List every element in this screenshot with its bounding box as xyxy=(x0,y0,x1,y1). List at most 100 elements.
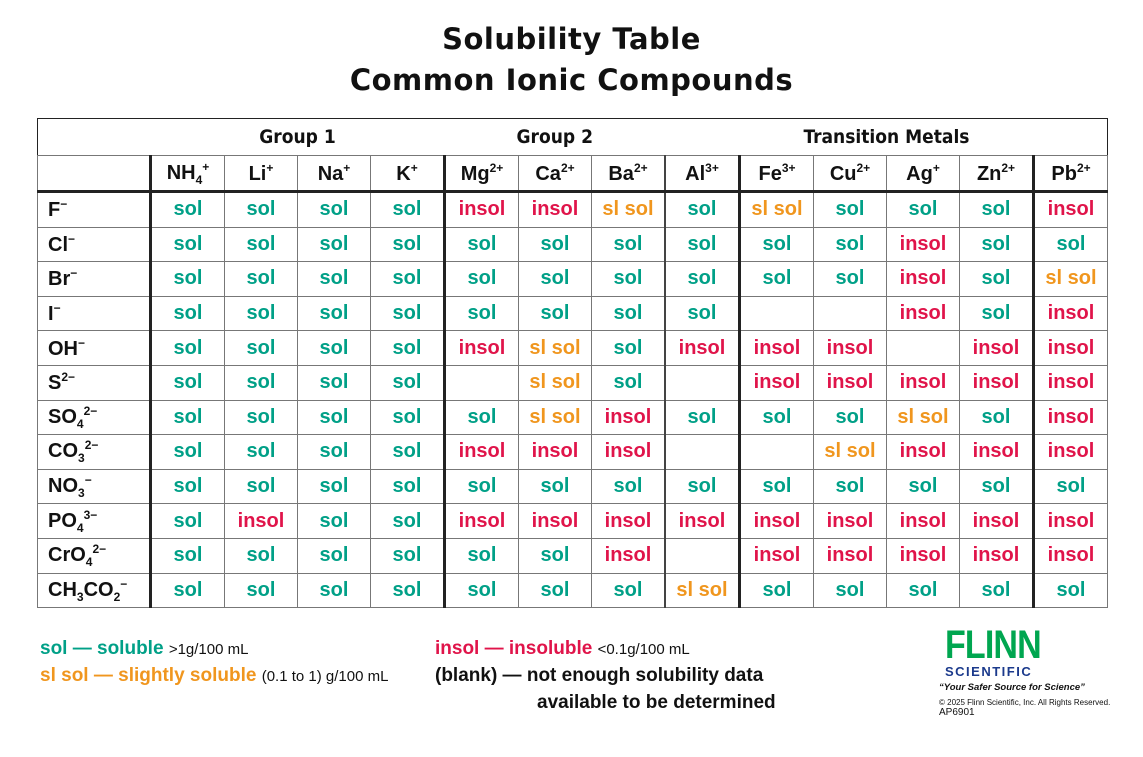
solubility-cell: sol xyxy=(591,330,666,366)
solubility-cell: sol xyxy=(370,503,445,539)
solubility-cell: sol xyxy=(959,468,1034,505)
solubility-cell: sol xyxy=(738,468,814,505)
anion-label: SO42− xyxy=(37,399,151,436)
solubility-cell: insol xyxy=(591,537,666,574)
solubility-cell: sol xyxy=(518,226,592,263)
solubility-cell: sol xyxy=(297,295,371,332)
solubility-cell: sl sol xyxy=(518,399,592,436)
anion-label: CH3CO2− xyxy=(37,572,151,609)
solubility-cell: insol xyxy=(813,537,887,574)
anion-label: S2− xyxy=(37,364,151,401)
cation-header: Al3+ xyxy=(664,155,740,193)
solubility-cell: sol xyxy=(149,191,225,228)
solubility-cell: sol xyxy=(664,468,740,505)
solubility-cell: sol xyxy=(297,191,371,228)
solubility-cell: sol xyxy=(443,295,519,332)
solubility-cell: sol xyxy=(297,537,371,574)
solubility-cell: sol xyxy=(370,295,445,332)
solubility-cell: sol xyxy=(591,261,666,297)
solubility-cell: insol xyxy=(443,434,519,470)
group-header: Group 2 xyxy=(516,126,593,148)
solubility-cell: sol xyxy=(664,191,740,228)
solubility-cell: sl sol xyxy=(813,434,887,470)
solubility-cell: sol xyxy=(224,537,298,574)
solubility-cell: sol xyxy=(518,261,592,297)
solubility-cell: sol xyxy=(149,468,225,505)
solubility-cell: sol xyxy=(738,261,814,297)
table-row: Cl− sol sol sol sol sol sol sol sol sol sol insol so… xyxy=(37,226,1108,263)
solubility-cell: sol xyxy=(664,295,740,332)
solubility-cell: insol xyxy=(886,295,960,332)
solubility-cell: sol xyxy=(149,261,225,297)
page-subtitle: Common Ionic Compounds xyxy=(349,63,794,97)
solubility-cell: sol xyxy=(297,364,371,401)
solubility-cell: sol xyxy=(224,468,298,505)
cation-header: Zn2+ xyxy=(959,155,1034,193)
solubility-cell: sol xyxy=(959,261,1034,297)
cation-header: Fe3+ xyxy=(738,155,814,193)
solubility-cell: insol xyxy=(1032,330,1108,366)
solubility-cell: insol xyxy=(886,503,960,539)
solubility-cell: sol xyxy=(149,226,225,263)
solubility-cell: sol xyxy=(297,261,371,297)
solubility-cell: insol xyxy=(738,330,814,366)
solubility-cell: insol xyxy=(591,503,666,539)
solubility-cell: sol xyxy=(224,261,298,297)
solubility-cell: sol xyxy=(149,330,225,366)
solubility-cell: insol xyxy=(664,330,740,366)
solubility-cell: sol xyxy=(813,261,887,297)
table-row: CH3CO2− sol sol sol sol sol sol sol sl sol sol sol… xyxy=(37,572,1108,609)
solubility-cell: sol xyxy=(443,399,519,436)
anion-label: I− xyxy=(37,295,151,332)
solubility-cell: sol xyxy=(886,468,960,505)
solubility-cell: insol xyxy=(1032,537,1108,574)
solubility-cell: insol xyxy=(443,191,519,228)
legend-blank: (blank) — not enough solubility data xyxy=(435,665,764,686)
solubility-cell: insol xyxy=(959,503,1034,539)
anion-label: Cl− xyxy=(37,226,151,263)
solubility-cell: sol xyxy=(370,537,445,574)
solubility-cell: sol xyxy=(297,226,371,263)
solubility-cell: sol xyxy=(370,191,445,228)
solubility-cell: sol xyxy=(224,330,298,366)
solubility-cell: insol xyxy=(224,503,298,539)
solubility-cell: sol xyxy=(813,226,887,263)
solubility-cell: sol xyxy=(813,399,887,436)
solubility-cell: insol xyxy=(1032,295,1108,332)
anion-label: CrO42− xyxy=(37,537,151,574)
solubility-cell: sol xyxy=(149,364,225,401)
solubility-cell: sol xyxy=(149,537,225,574)
solubility-cell: sol xyxy=(591,364,666,401)
solubility-cell xyxy=(443,364,519,401)
solubility-cell: sol xyxy=(886,191,960,228)
solubility-cell: sol xyxy=(224,295,298,332)
solubility-cell: insol xyxy=(813,364,887,401)
cation-header: K+ xyxy=(370,155,445,193)
solubility-cell: sol xyxy=(443,261,519,297)
solubility-cell: sol xyxy=(370,572,445,609)
group-header-row: Group 1 Group 2 Transition Metals xyxy=(38,119,1108,156)
solubility-cell: insol xyxy=(959,434,1034,470)
solubility-cell: insol xyxy=(1032,399,1108,436)
solubility-cell: sol xyxy=(370,261,445,297)
solubility-cell: sol xyxy=(959,572,1034,609)
cation-header-row: NH4+ Li+ Na+ K+ Mg2+ Ca2+ Ba2+ Al3+ Fe3+ Cu2+ Ag+ Z… xyxy=(37,155,1108,193)
solubility-cell: insol xyxy=(886,261,960,297)
solubility-cell: sol xyxy=(297,572,371,609)
solubility-cell: sol xyxy=(1032,226,1108,263)
solubility-cell: insol xyxy=(959,537,1034,574)
page-title: Solubility Table xyxy=(442,22,701,56)
solubility-cell: sol xyxy=(297,399,371,436)
solubility-cell: sol xyxy=(149,503,225,539)
table-row: F− sol sol sol sol insol insol sl sol sol sl sol s… xyxy=(37,191,1108,228)
anion-label: OH− xyxy=(37,330,151,366)
solubility-cell: sol xyxy=(959,191,1034,228)
solubility-cell: sol xyxy=(738,226,814,263)
solubility-cell xyxy=(886,330,960,366)
solubility-cell: sol xyxy=(813,191,887,228)
solubility-cell: insol xyxy=(959,330,1034,366)
solubility-cell: insol xyxy=(886,537,960,574)
solubility-cell: insol xyxy=(518,191,592,228)
group-header xyxy=(665,119,740,156)
solubility-cell: insol xyxy=(738,503,814,539)
